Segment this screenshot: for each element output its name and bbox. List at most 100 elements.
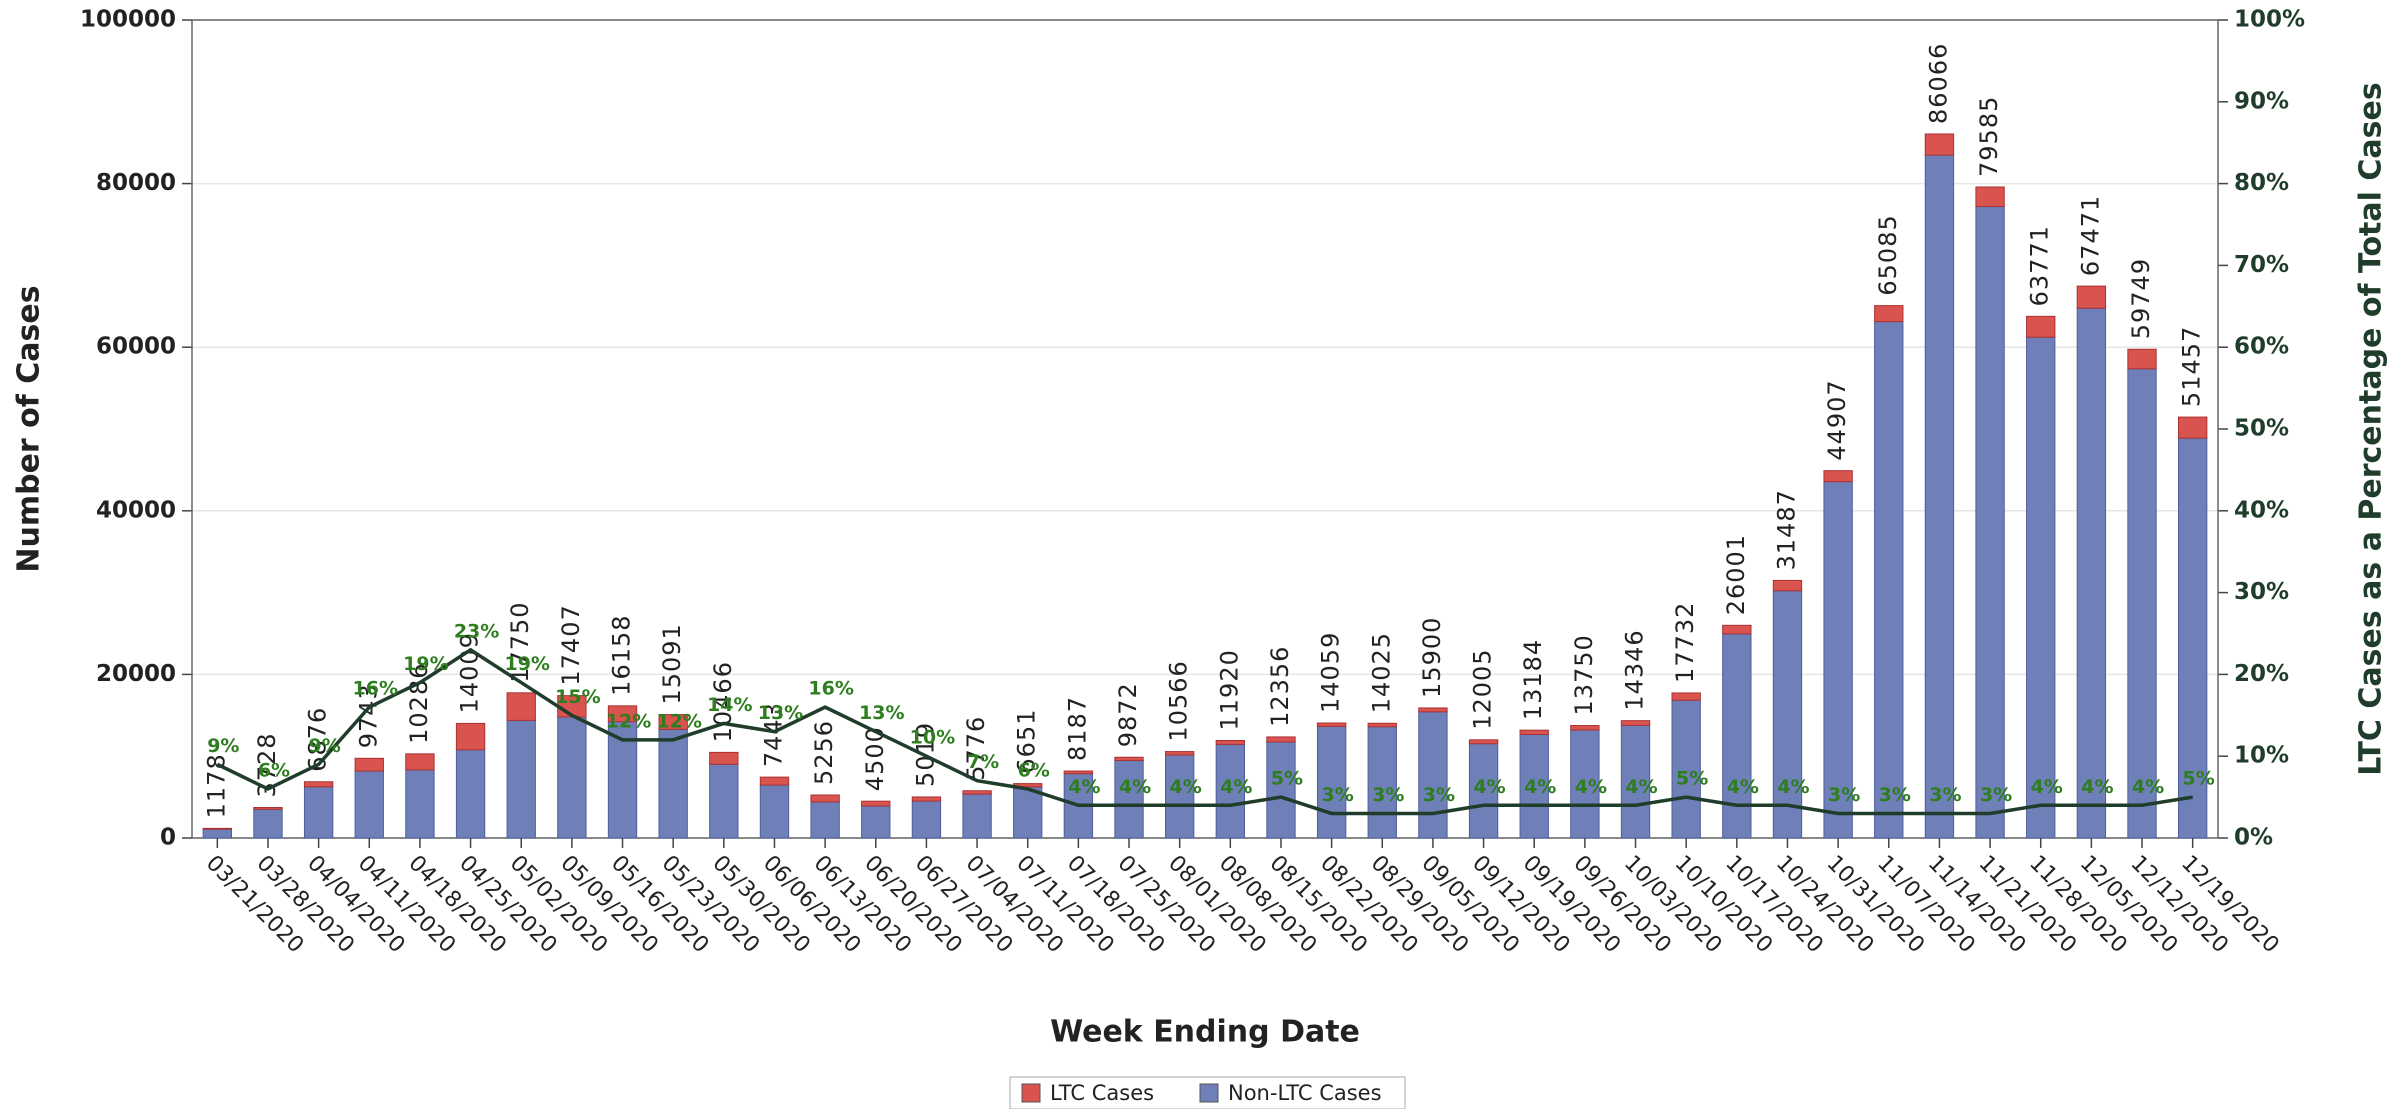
total-label: 17732 bbox=[1671, 602, 1699, 683]
y2-tick-label: 50% bbox=[2234, 416, 2289, 442]
total-label: 59749 bbox=[2127, 258, 2155, 339]
percent-label: 3% bbox=[1423, 784, 1455, 806]
percent-label: 4% bbox=[1170, 776, 1202, 798]
bar-non-ltc bbox=[962, 793, 992, 839]
percent-label: 4% bbox=[2081, 776, 2113, 798]
bar-ltc bbox=[1418, 707, 1448, 713]
total-label: 13750 bbox=[1570, 634, 1598, 715]
total-label: 79585 bbox=[1975, 96, 2003, 177]
percent-label: 19% bbox=[403, 653, 448, 675]
percent-label: 4% bbox=[1727, 776, 1759, 798]
percent-label: 15% bbox=[555, 686, 600, 708]
y-tick-label: 40000 bbox=[96, 497, 176, 523]
y2-tick-label: 40% bbox=[2234, 497, 2289, 523]
bar-ltc bbox=[810, 794, 840, 803]
percent-label: 13% bbox=[859, 702, 904, 724]
total-label: 51457 bbox=[2178, 326, 2206, 407]
bar-non-ltc bbox=[354, 770, 384, 839]
total-label: 44907 bbox=[1823, 379, 1851, 460]
percent-label: 4% bbox=[1119, 776, 1151, 798]
bar-ltc bbox=[1772, 579, 1803, 592]
percent-label: 12% bbox=[606, 710, 651, 732]
bar-non-ltc bbox=[810, 801, 840, 839]
bar-non-ltc bbox=[1266, 741, 1296, 839]
legend-label: LTC Cases bbox=[1050, 1081, 1154, 1105]
total-label: 14059 bbox=[1317, 632, 1345, 713]
bar-ltc bbox=[1722, 624, 1752, 635]
y-tick-label: 0 bbox=[160, 825, 176, 851]
y-tick-label: 60000 bbox=[96, 334, 176, 360]
bar-non-ltc bbox=[1519, 733, 1549, 839]
bar-ltc bbox=[1924, 133, 1955, 156]
bar-ltc bbox=[455, 722, 486, 751]
bar-ltc bbox=[1823, 470, 1853, 483]
total-label: 8187 bbox=[1063, 696, 1091, 761]
percent-label: 4% bbox=[1220, 776, 1252, 798]
total-label: 31487 bbox=[1772, 489, 1800, 570]
y2-tick-label: 10% bbox=[2234, 743, 2289, 769]
percent-label: 9% bbox=[207, 735, 239, 757]
percent-label: 19% bbox=[504, 653, 549, 675]
y2-tick-label: 100% bbox=[2234, 7, 2305, 33]
bar-non-ltc bbox=[1114, 759, 1144, 839]
bar-ltc bbox=[1164, 751, 1195, 756]
y-axis-title: Number of Cases bbox=[12, 285, 47, 572]
y2-tick-label: 70% bbox=[2234, 252, 2289, 278]
bar-ltc bbox=[962, 790, 992, 795]
percent-label: 23% bbox=[454, 620, 499, 642]
percent-label: 4% bbox=[1524, 776, 1556, 798]
percent-label: 14% bbox=[707, 694, 752, 716]
total-label: 12005 bbox=[1469, 648, 1497, 729]
bar-non-ltc bbox=[2127, 368, 2157, 839]
total-label: 65085 bbox=[1874, 214, 1902, 295]
total-label: 17407 bbox=[557, 604, 585, 685]
total-label: 16158 bbox=[608, 614, 636, 695]
bar-non-ltc bbox=[405, 769, 435, 839]
total-label: 14346 bbox=[1621, 629, 1649, 710]
bar-non-ltc bbox=[1215, 743, 1246, 839]
y-tick-label: 100000 bbox=[80, 7, 176, 33]
bar-ltc bbox=[607, 705, 638, 723]
bar-non-ltc bbox=[202, 828, 233, 839]
bar-ltc bbox=[1570, 725, 1600, 731]
bar-non-ltc bbox=[455, 749, 486, 839]
bar-non-ltc bbox=[709, 763, 739, 839]
bar-ltc bbox=[303, 781, 334, 788]
y2-tick-label: 90% bbox=[2234, 88, 2289, 114]
bar-ltc bbox=[861, 800, 891, 807]
total-label: 11920 bbox=[1215, 649, 1243, 730]
total-label: 6651 bbox=[1013, 709, 1041, 774]
percent-label: 16% bbox=[353, 678, 398, 700]
percent-label: 4% bbox=[1068, 776, 1100, 798]
bar-ltc bbox=[1316, 722, 1347, 727]
bar-ltc bbox=[1975, 186, 2005, 208]
total-label: 26001 bbox=[1722, 534, 1750, 615]
total-label: 63771 bbox=[2026, 225, 2054, 306]
y2-axis-title: LTC Cases as a Percentage of Total Cases bbox=[2354, 82, 2389, 775]
bar-non-ltc bbox=[861, 805, 891, 839]
bar-ltc bbox=[506, 692, 536, 721]
bar-ltc bbox=[658, 714, 688, 730]
bar-ltc bbox=[1620, 720, 1651, 726]
total-label: 9743 bbox=[354, 683, 382, 748]
x-axis-title: Week Ending Date bbox=[1050, 1015, 1360, 1050]
total-label: 5776 bbox=[962, 716, 990, 781]
y2-tick-label: 60% bbox=[2234, 334, 2289, 360]
percent-label: 3% bbox=[1372, 784, 1404, 806]
bar-non-ltc bbox=[1367, 726, 1397, 839]
bar-ltc bbox=[2127, 348, 2157, 370]
total-label: 7443 bbox=[759, 702, 787, 767]
bar-non-ltc bbox=[1975, 206, 2005, 839]
percent-label: 4% bbox=[1473, 776, 1505, 798]
bar-non-ltc bbox=[759, 784, 790, 839]
bar-non-ltc bbox=[658, 728, 688, 839]
total-label: 5256 bbox=[810, 720, 838, 785]
percent-label: 3% bbox=[1828, 784, 1860, 806]
legend-swatch bbox=[1199, 1083, 1219, 1103]
bar-non-ltc bbox=[911, 800, 942, 839]
total-label: 1178 bbox=[202, 753, 230, 818]
bar-non-ltc bbox=[2026, 336, 2056, 839]
percent-label: 7% bbox=[967, 751, 999, 773]
